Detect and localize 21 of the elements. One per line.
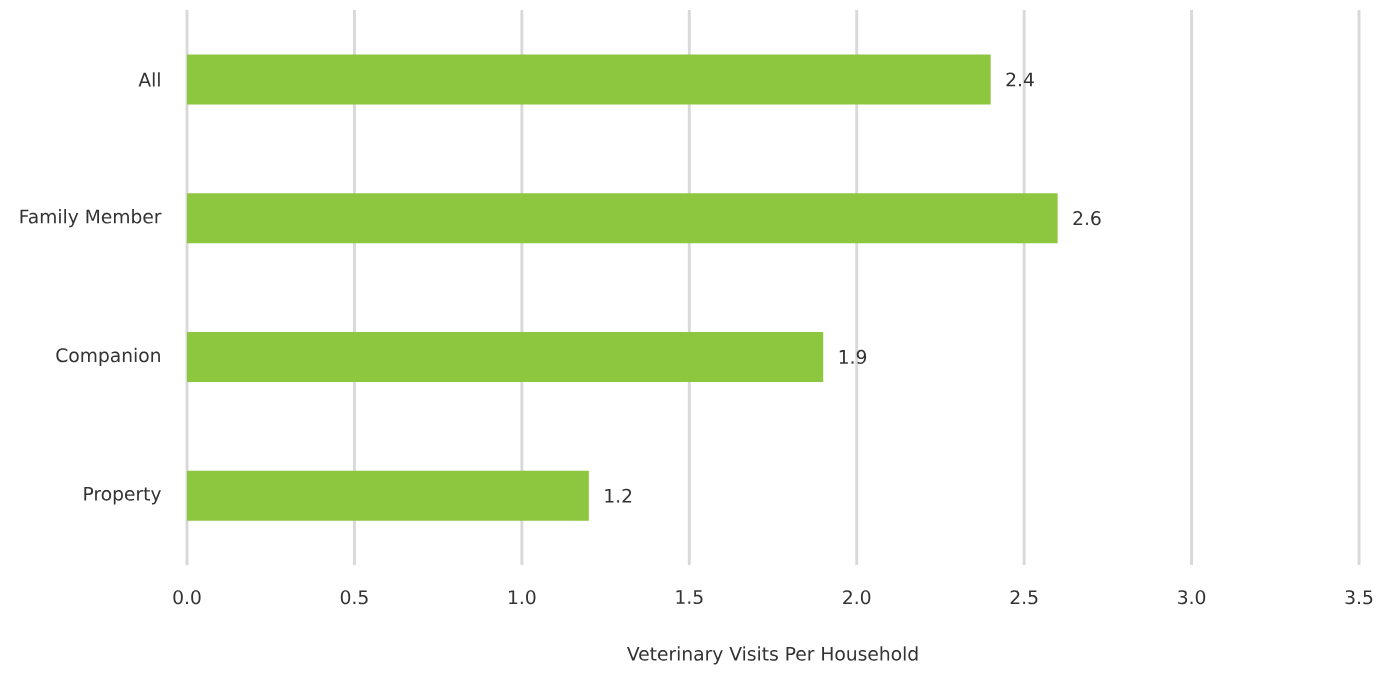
bar <box>187 331 824 382</box>
x-tick-label: 1.5 <box>676 590 703 605</box>
y-tick-label: Family Member <box>20 209 162 228</box>
x-tick-label: 0.0 <box>173 590 201 605</box>
bar <box>187 54 991 105</box>
x-tick-label: 3.5 <box>1345 590 1373 605</box>
bar <box>187 470 589 521</box>
x-axis-title: Veterinary Visits Per Household <box>627 646 918 665</box>
y-tick-label: Companion <box>56 347 160 366</box>
x-tick-label: 2.5 <box>1010 590 1038 605</box>
x-tick-label: 2.0 <box>843 590 871 605</box>
data-label: 1.2 <box>605 488 632 503</box>
x-tick-label: 0.5 <box>340 590 368 605</box>
x-tick-label: 3.0 <box>1178 590 1206 605</box>
x-tick-label: 1.0 <box>509 590 536 605</box>
data-label: 2.4 <box>1006 72 1034 87</box>
data-label: 1.9 <box>839 349 867 364</box>
y-tick-label: All <box>138 72 160 87</box>
y-tick-label: Property <box>84 486 161 505</box>
bar <box>187 193 1058 244</box>
data-label: 2.6 <box>1073 211 1101 226</box>
